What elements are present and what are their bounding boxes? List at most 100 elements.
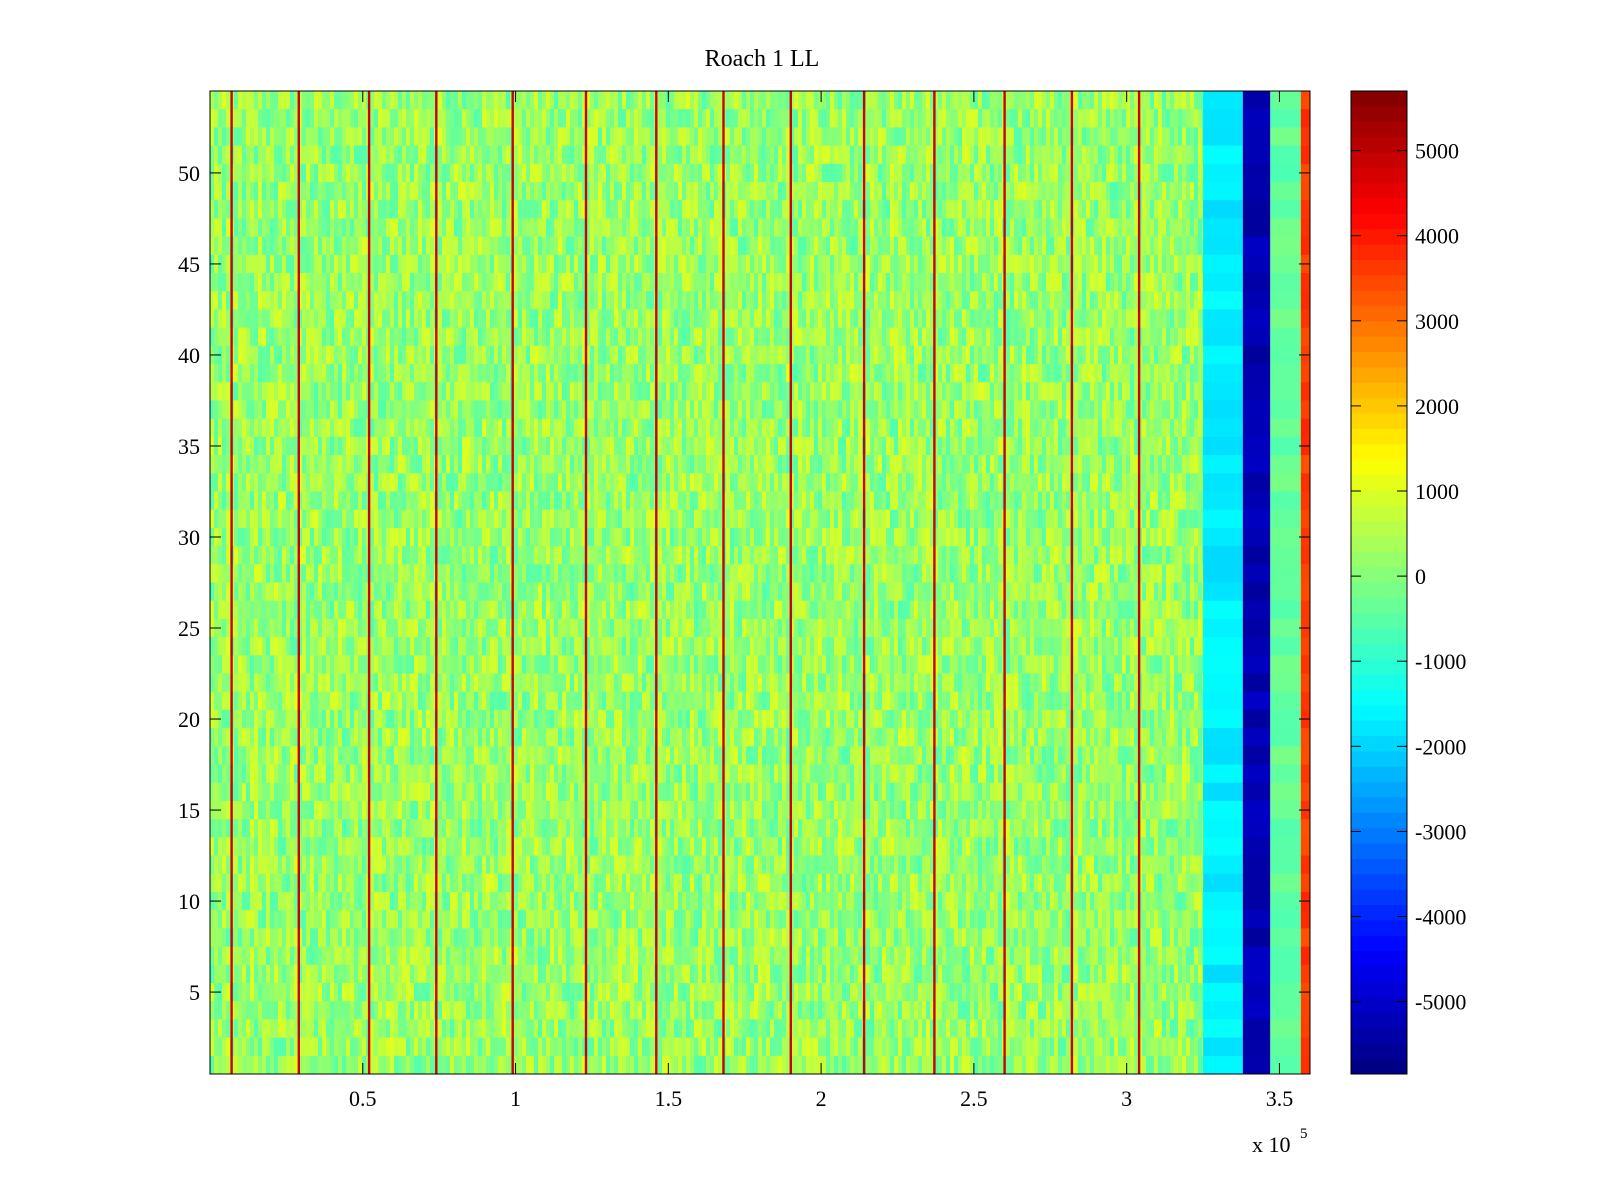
heatmap-cell (670, 145, 674, 165)
heatmap-cell (710, 200, 714, 219)
heatmap-cell (678, 200, 682, 219)
heatmap-cell (694, 291, 698, 310)
heatmap-cell (422, 218, 426, 238)
heatmap-cell (650, 236, 654, 256)
heatmap-cell (526, 273, 530, 292)
heatmap-cell (1174, 418, 1178, 438)
heatmap-cell (1014, 91, 1018, 110)
heatmap-cell (258, 200, 262, 219)
heatmap-cell (394, 254, 398, 274)
heatmap-cell (562, 418, 566, 438)
heatmap-cell (394, 145, 398, 165)
heatmap-cell (838, 236, 842, 256)
heatmap-cell (738, 218, 742, 238)
heatmap-cell (926, 182, 930, 201)
heatmap-cell (1130, 273, 1134, 292)
heatmap-cell (822, 382, 826, 401)
heatmap-cell (1174, 182, 1178, 201)
heatmap-cell (778, 436, 782, 456)
heatmap-cell (658, 109, 662, 128)
heatmap-cell (442, 291, 446, 310)
heatmap-cell (538, 309, 542, 329)
heatmap-cell (630, 418, 634, 438)
heatmap-cell (354, 345, 358, 365)
heatmap-cell (882, 309, 886, 329)
heatmap-cell (554, 91, 558, 110)
heatmap-cell (310, 163, 314, 183)
heatmap-cell (802, 327, 806, 347)
heatmap-cell (1118, 91, 1122, 110)
heatmap-cell (602, 200, 606, 219)
heatmap-cell (606, 254, 610, 274)
heatmap-cell (342, 436, 346, 456)
heatmap-cell (1086, 436, 1090, 456)
heatmap-cell (1030, 127, 1034, 147)
heatmap-cell (1158, 200, 1162, 219)
heatmap-cell (1050, 291, 1054, 310)
heatmap-cell (306, 400, 310, 420)
heatmap-cell (1030, 382, 1034, 401)
heatmap-cell (250, 254, 254, 274)
heatmap-cell (1030, 436, 1034, 456)
heatmap-cell (602, 273, 606, 292)
heatmap-cell (326, 382, 330, 401)
heatmap-cell (926, 200, 930, 219)
heatmap-cell (1066, 345, 1070, 365)
heatmap-cell (630, 145, 634, 165)
heatmap-cell (822, 127, 826, 147)
heatmap-cell (854, 309, 858, 329)
heatmap-cell (798, 291, 802, 310)
heatmap-cell (734, 309, 738, 329)
heatmap-cell (846, 364, 850, 383)
heatmap-cell (874, 382, 878, 401)
heatmap-cell (562, 163, 566, 183)
heatmap-cell (1162, 291, 1166, 310)
heatmap-cell (822, 200, 826, 219)
heatmap-cell (394, 109, 398, 128)
heatmap-cell (1174, 127, 1178, 147)
heatmap-cell (1078, 109, 1082, 128)
heatmap-cell (706, 145, 710, 165)
heatmap-cell (834, 309, 838, 329)
heatmap-cell (642, 345, 646, 365)
heatmap-cell (1166, 145, 1170, 165)
heatmap-cell (990, 327, 994, 347)
heatmap-cell (414, 254, 418, 274)
heatmap-cell (918, 273, 922, 292)
heatmap-cell (226, 145, 230, 165)
heatmap-cell (870, 418, 874, 438)
heatmap-cell (994, 182, 998, 201)
heatmap-cell (370, 127, 374, 147)
heatmap-cell (1030, 273, 1034, 292)
heatmap-cell (1118, 236, 1122, 256)
heatmap-cell (914, 291, 918, 310)
heatmap-cell (374, 309, 378, 329)
heatmap-cell (810, 291, 814, 310)
heatmap-cell (834, 382, 838, 401)
heatmap-cell (374, 418, 378, 438)
heatmap-cell (754, 400, 758, 420)
heatmap-cell (1106, 254, 1110, 274)
heatmap-cell (734, 127, 738, 147)
heatmap-cell (418, 436, 422, 456)
heatmap-cell (706, 327, 710, 347)
heatmap-cell (802, 163, 806, 183)
heatmap-cell (854, 254, 858, 274)
heatmap-cell (446, 182, 450, 201)
heatmap-cell (1078, 418, 1082, 438)
heatmap-cell (698, 382, 702, 401)
heatmap-cell (278, 254, 282, 274)
heatmap-cell (574, 145, 578, 165)
heatmap-cell (954, 418, 958, 438)
heatmap-cell (642, 309, 646, 329)
heatmap-cell (258, 163, 262, 183)
heatmap-cell (1030, 254, 1034, 274)
heatmap-cell (1194, 382, 1198, 401)
heatmap-cell (1082, 91, 1086, 110)
heatmap-cell (626, 273, 630, 292)
heatmap-cell (850, 309, 854, 329)
heatmap-cell (478, 163, 482, 183)
heatmap-cell (254, 400, 258, 420)
heatmap-cell (454, 145, 458, 165)
heatmap-cell (450, 273, 454, 292)
